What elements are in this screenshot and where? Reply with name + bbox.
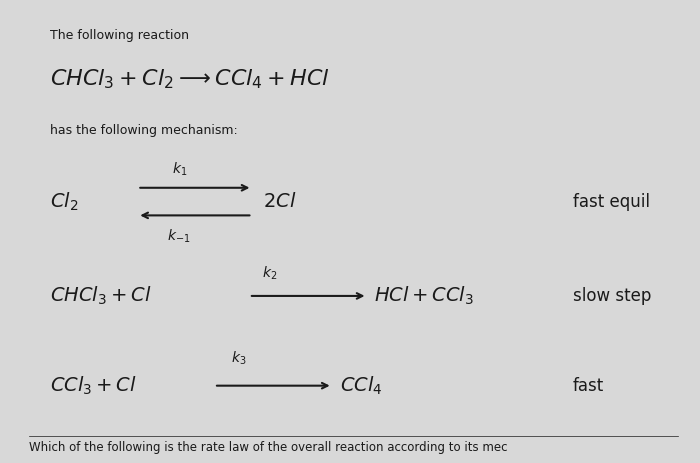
Text: has the following mechanism:: has the following mechanism: [50, 124, 238, 137]
Text: $CCl_4$: $CCl_4$ [340, 375, 382, 397]
Text: The following reaction: The following reaction [50, 29, 189, 42]
Text: fast equil: fast equil [573, 193, 650, 211]
Text: $k_3$: $k_3$ [231, 350, 246, 367]
Text: $CHCl_3 + Cl_2 \longrightarrow CCl_4 + HCl$: $CHCl_3 + Cl_2 \longrightarrow CCl_4 + H… [50, 68, 330, 91]
Text: $k_2$: $k_2$ [262, 264, 277, 282]
Text: $k_{-1}$: $k_{-1}$ [167, 227, 191, 245]
Text: $CCl_3 + Cl$: $CCl_3 + Cl$ [50, 375, 137, 397]
Text: Which of the following is the rate law of the overall reaction according to its : Which of the following is the rate law o… [29, 441, 507, 454]
Text: $2Cl$: $2Cl$ [262, 192, 296, 211]
Text: slow step: slow step [573, 287, 652, 305]
Text: $CHCl_3 + Cl$: $CHCl_3 + Cl$ [50, 285, 152, 307]
Text: fast: fast [573, 377, 604, 394]
Text: $k_1$: $k_1$ [172, 161, 187, 178]
Text: $Cl_2$: $Cl_2$ [50, 190, 78, 213]
Text: $HCl + CCl_3$: $HCl + CCl_3$ [374, 285, 474, 307]
